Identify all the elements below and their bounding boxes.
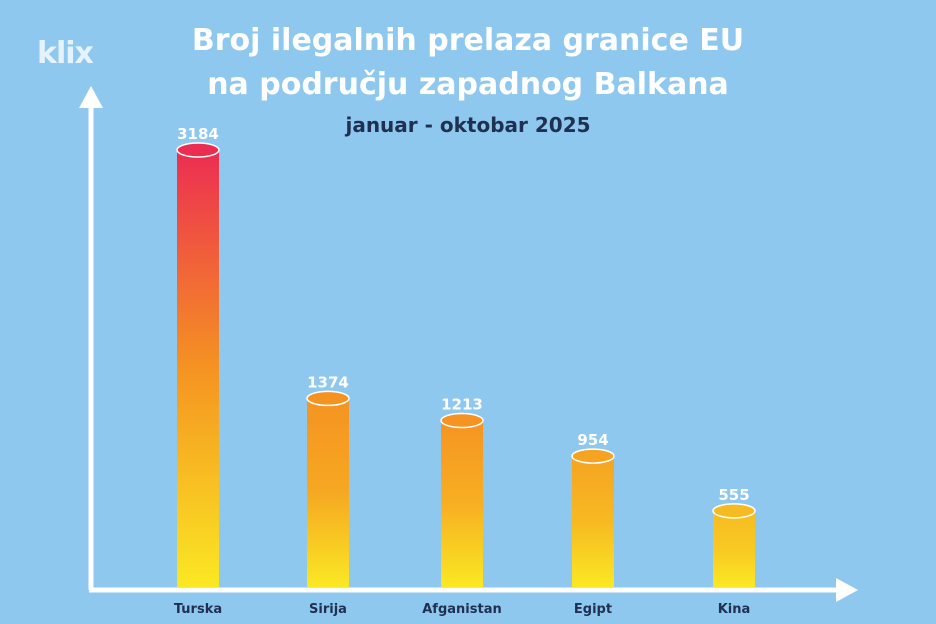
bar-body: [713, 510, 755, 587]
category-label: Egipt: [574, 602, 612, 617]
bar-afganistan: [440, 412, 484, 587]
category-label: Afganistan: [422, 602, 502, 617]
bar-body: [572, 456, 614, 587]
bar-kina: [712, 503, 756, 587]
value-label: 1374: [307, 373, 349, 391]
bar-cap: [306, 390, 350, 407]
bar-cap: [712, 503, 756, 519]
category-label: Turska: [174, 602, 222, 617]
bar-body: [177, 150, 219, 587]
x-axis-arrow-icon: [836, 578, 858, 602]
bars-group: [176, 142, 756, 587]
category-labels-group: Turska Sirija Afganistan Egipt Kina: [174, 602, 750, 617]
bar-cap: [571, 448, 615, 464]
y-axis-arrow-icon: [79, 86, 103, 108]
bar-turska: [176, 142, 220, 587]
bar-egipt: [571, 448, 615, 587]
value-label: 555: [718, 486, 749, 504]
bar-body: [307, 398, 349, 587]
chart-title-line1: Broj ilegalnih prelaza granice EU: [191, 23, 745, 58]
category-label: Sirija: [309, 602, 347, 617]
bar-cap: [176, 142, 220, 158]
klix-logo: klix: [37, 36, 94, 71]
value-label: 954: [577, 431, 608, 449]
chart-title-line2: na području zapadnog Balkana: [207, 67, 729, 102]
value-label: 1213: [441, 396, 483, 414]
chart-axes: [79, 86, 858, 602]
category-label: Kina: [718, 602, 751, 617]
chart-subtitle: januar - oktobar 2025: [345, 113, 591, 137]
bar-cap: [440, 412, 484, 429]
value-labels-group: 3184 1374 1213 954 555: [177, 125, 750, 504]
bar-sirija: [306, 390, 350, 587]
bar-body: [441, 420, 483, 587]
value-label: 3184: [177, 125, 219, 143]
